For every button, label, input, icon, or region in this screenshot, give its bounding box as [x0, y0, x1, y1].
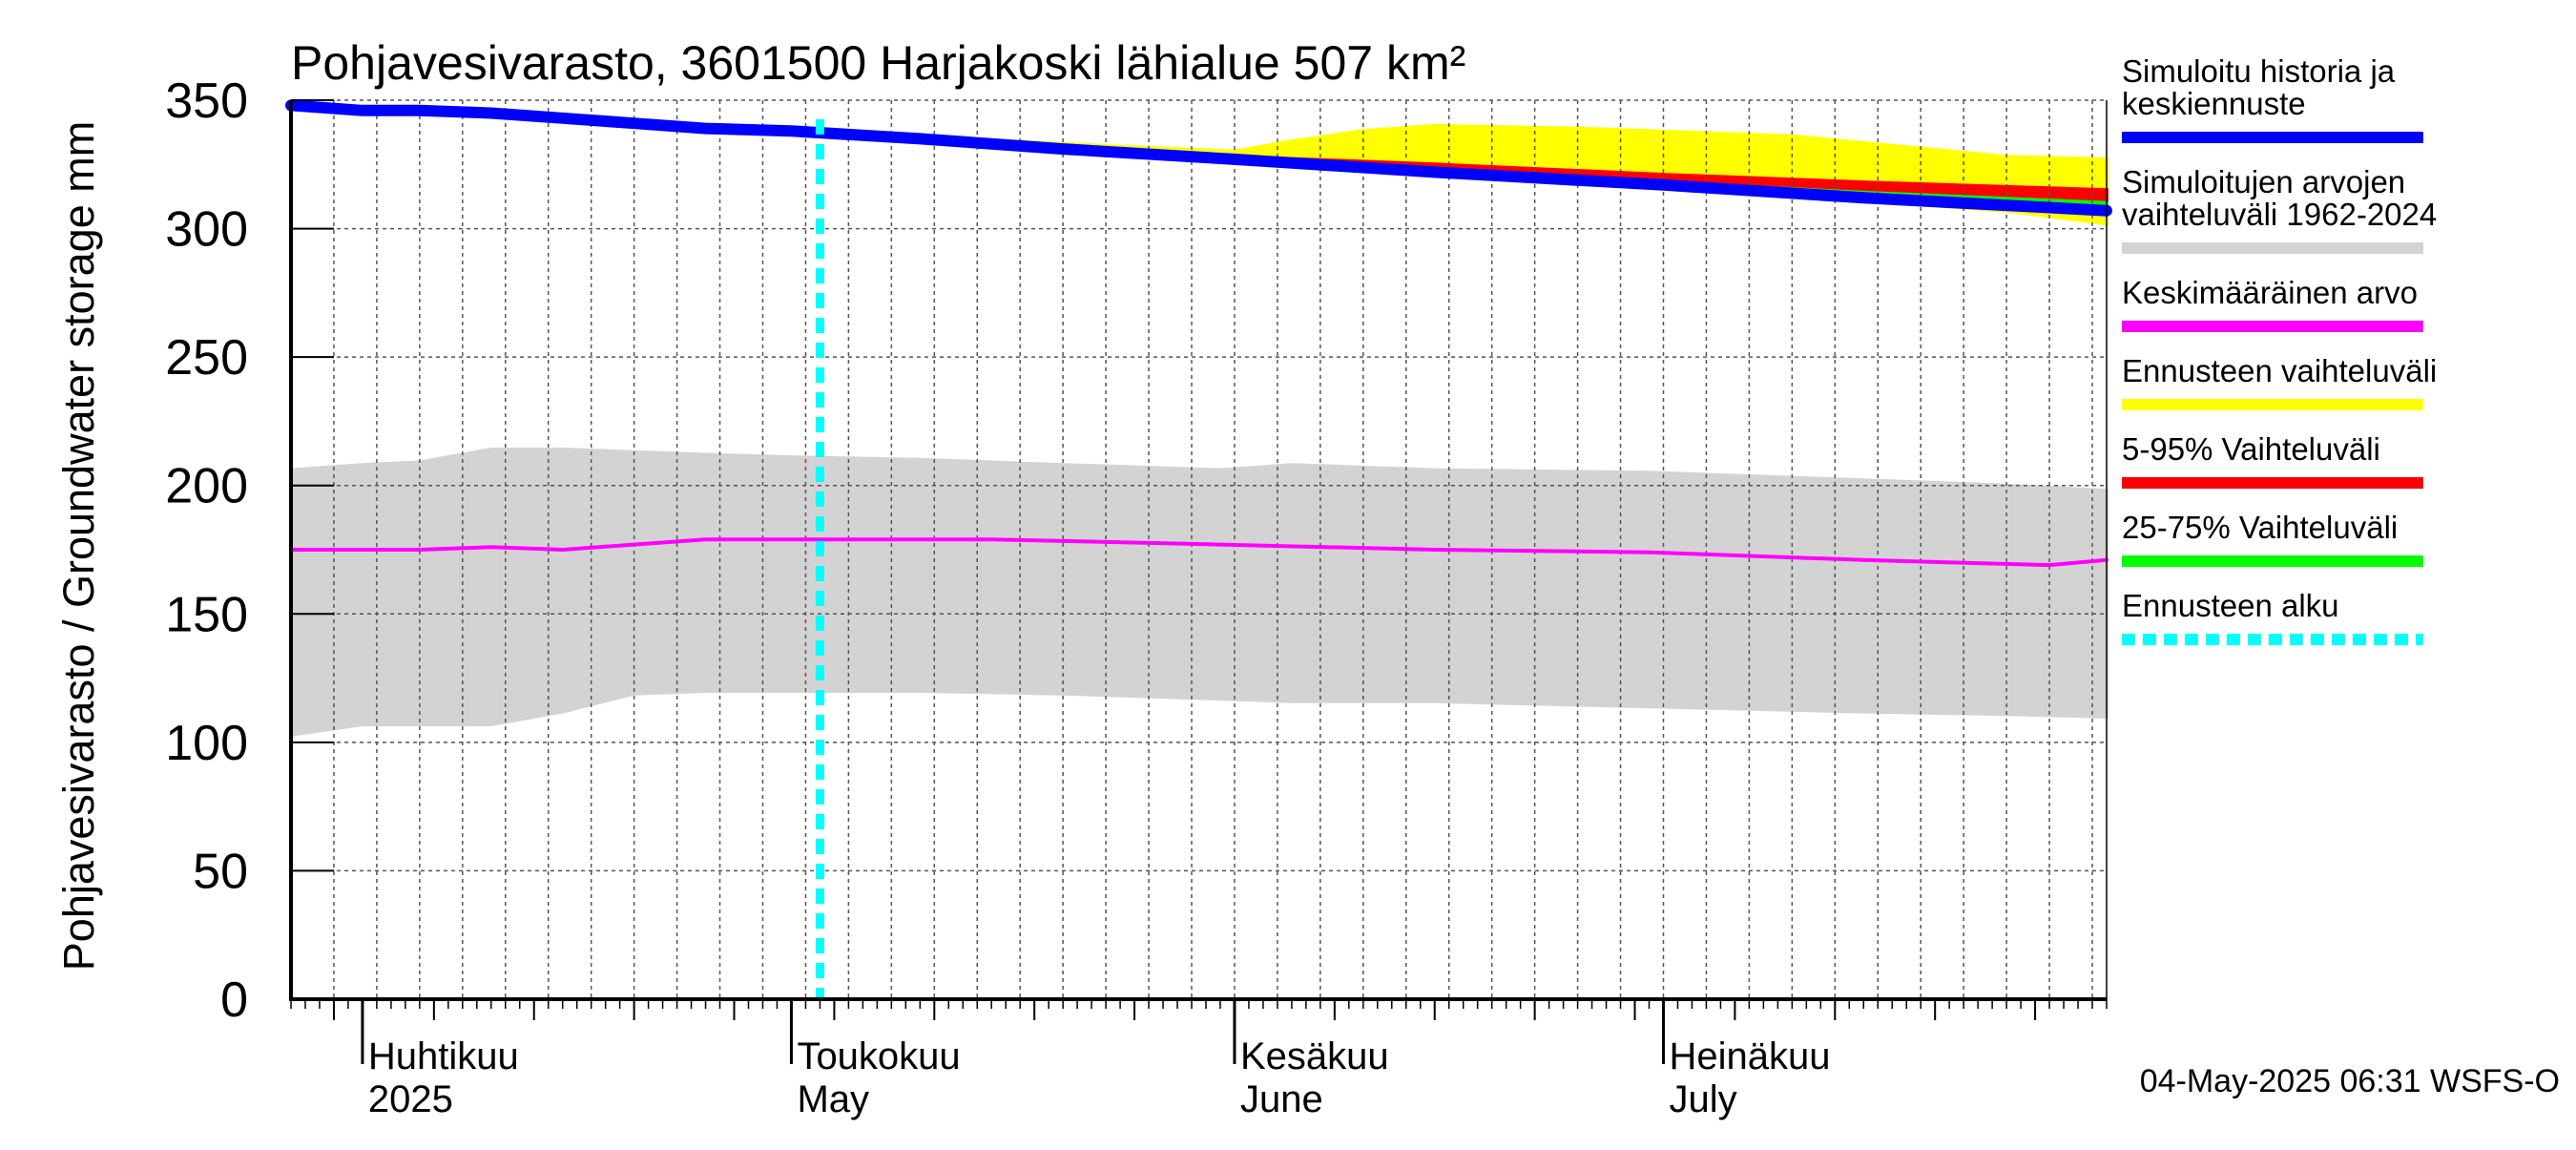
y-tick-label: 250 — [165, 330, 248, 386]
x-month-label: Huhtikuu — [368, 1035, 519, 1077]
grid-lines — [290, 99, 2107, 999]
legend-label: 5-95% Vaihteluväli — [2122, 431, 2380, 467]
x-month-sublabel: 2025 — [368, 1078, 453, 1120]
x-month-sublabel: June — [1240, 1078, 1323, 1120]
y-tick-label: 0 — [220, 972, 248, 1028]
y-axis-label: Pohjavesivarasto / Groundwater storage m… — [54, 121, 103, 971]
legend-label: vaihteluväli 1962-2024 — [2122, 197, 2437, 232]
series-line-keskim-r-inen-arvo — [289, 537, 2109, 568]
y-tick-label: 300 — [165, 202, 248, 258]
x-month-sublabel: July — [1669, 1078, 1736, 1120]
legend-label: Simuloitujen arvojen — [2122, 164, 2405, 199]
legend-label: Ennusteen vaihteluväli — [2122, 353, 2437, 388]
legend-label: keskiennuste — [2122, 86, 2306, 121]
y-tick-label: 50 — [193, 844, 248, 899]
y-tick-label: 100 — [165, 716, 248, 771]
y-tick-label: 200 — [165, 459, 248, 514]
legend-label: Ennusteen alku — [2122, 588, 2339, 623]
footer-timestamp: 04-May-2025 06:31 WSFS-O — [2140, 1063, 2560, 1099]
series-line-simuloitu-historia-ja-keskiennuste — [285, 99, 2112, 217]
x-month-label: Heinäkuu — [1669, 1035, 1830, 1077]
legend-label: Simuloitu historia ja — [2122, 53, 2396, 89]
chart-title: Pohjavesivarasto, 3601500 Harjakoski läh… — [291, 36, 1465, 90]
y-tick-label: 350 — [165, 73, 248, 129]
legend-label: 25-75% Vaihteluväli — [2122, 510, 2398, 545]
legend-label: Keskimääräinen arvo — [2122, 275, 2418, 310]
x-month-label: Kesäkuu — [1240, 1035, 1389, 1077]
x-month-sublabel: May — [797, 1078, 869, 1120]
x-month-label: Toukokuu — [797, 1035, 960, 1077]
y-tick-label: 150 — [165, 587, 248, 642]
